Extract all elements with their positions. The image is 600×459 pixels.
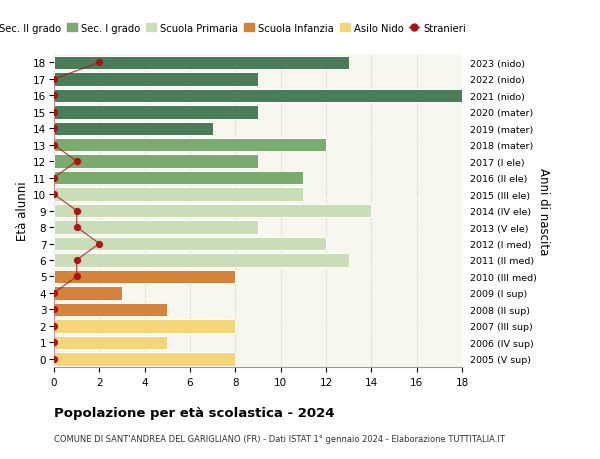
Bar — [54, 188, 304, 202]
Point — [49, 355, 59, 363]
Bar — [54, 286, 122, 300]
Bar — [54, 336, 167, 349]
Point — [49, 142, 59, 149]
Bar — [54, 122, 212, 136]
Point — [49, 323, 59, 330]
Point — [49, 125, 59, 133]
Point — [72, 207, 82, 215]
Bar — [54, 155, 258, 168]
Bar — [54, 352, 235, 366]
Point — [49, 174, 59, 182]
Text: Popolazione per età scolastica - 2024: Popolazione per età scolastica - 2024 — [54, 406, 335, 419]
Point — [49, 339, 59, 346]
Point — [49, 76, 59, 84]
Legend: Sec. II grado, Sec. I grado, Scuola Primaria, Scuola Infanzia, Asilo Nido, Stran: Sec. II grado, Sec. I grado, Scuola Prim… — [0, 19, 470, 38]
Bar — [54, 139, 326, 152]
Bar — [54, 204, 371, 218]
Point — [49, 109, 59, 116]
Y-axis label: Età alunni: Età alunni — [16, 181, 29, 241]
Bar — [54, 270, 235, 284]
Point — [72, 158, 82, 166]
Bar — [54, 237, 326, 251]
Point — [95, 60, 104, 67]
Bar — [54, 106, 258, 119]
Point — [72, 273, 82, 280]
Bar — [54, 254, 349, 267]
Point — [49, 306, 59, 313]
Bar — [54, 90, 462, 103]
Point — [49, 290, 59, 297]
Bar — [54, 221, 258, 234]
Point — [95, 241, 104, 248]
Point — [72, 257, 82, 264]
Point — [49, 92, 59, 100]
Text: COMUNE DI SANT'ANDREA DEL GARIGLIANO (FR) - Dati ISTAT 1° gennaio 2024 - Elabora: COMUNE DI SANT'ANDREA DEL GARIGLIANO (FR… — [54, 434, 505, 443]
Bar — [54, 172, 304, 185]
Y-axis label: Anni di nascita: Anni di nascita — [538, 168, 550, 255]
Bar — [54, 56, 349, 70]
Point — [49, 191, 59, 198]
Bar — [54, 73, 258, 86]
Bar — [54, 303, 167, 316]
Bar — [54, 319, 235, 333]
Point — [72, 224, 82, 231]
